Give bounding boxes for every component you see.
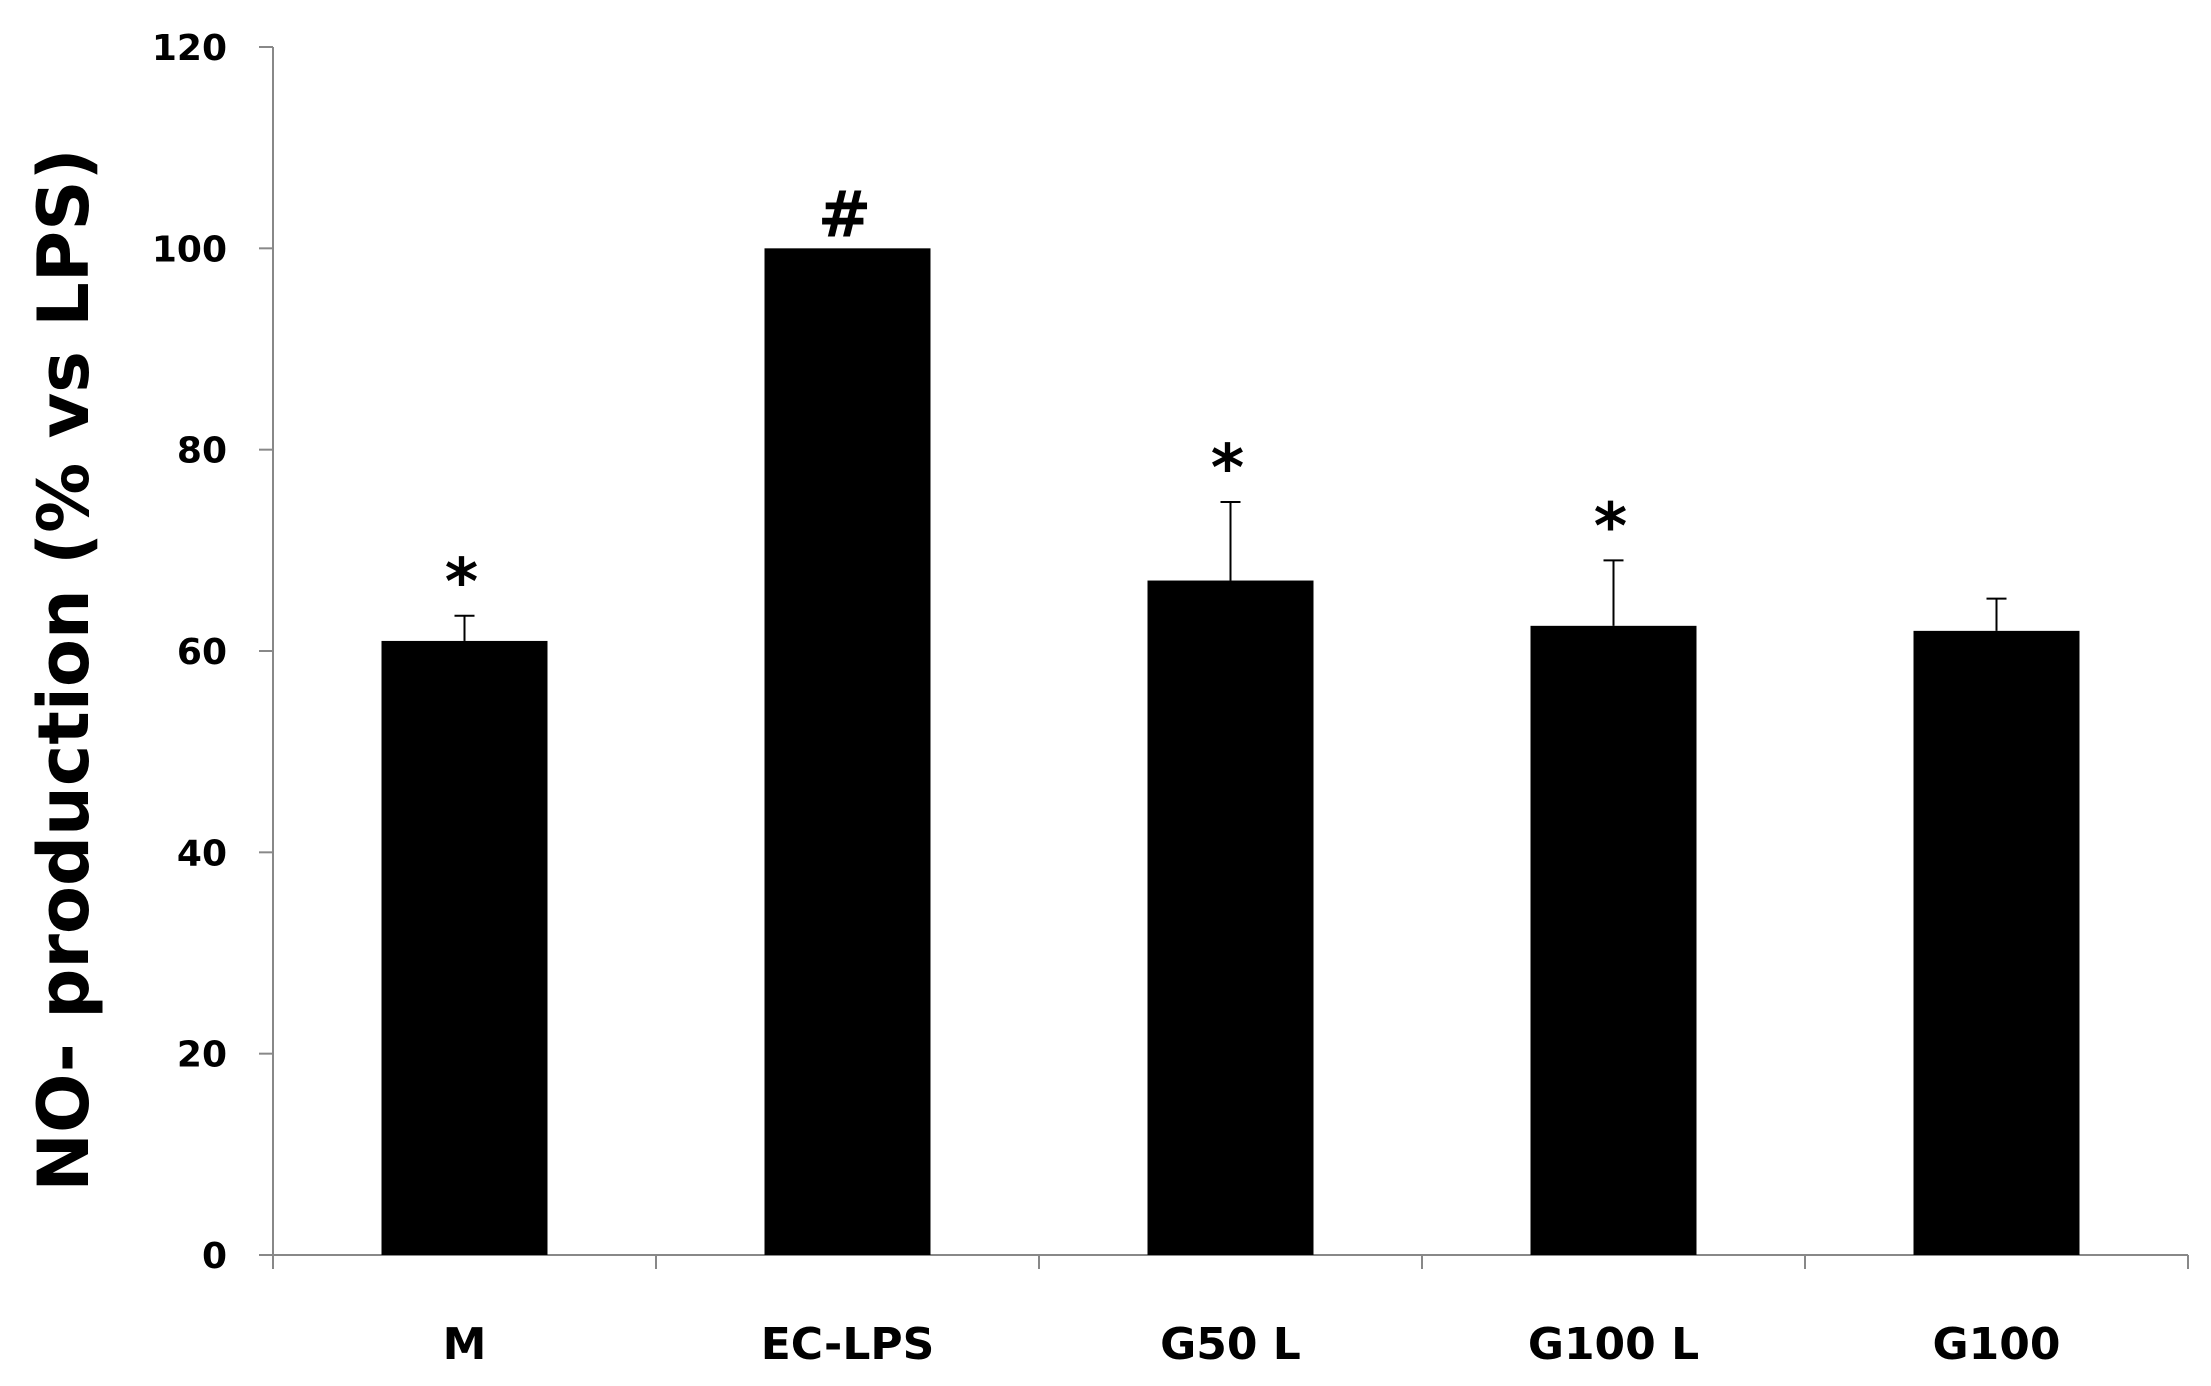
bars <box>381 248 2080 1256</box>
x-category-label: EC-LPS <box>761 1319 935 1370</box>
y-tick-label: 120 <box>152 28 227 69</box>
labels: 0 20 40 60 80 100 120 * M # EC-LPS * G50 L * G100 L G10… <box>152 28 2061 1370</box>
x-category-label: M <box>443 1319 487 1370</box>
y-axis-title: NO- production (% vs LPS) <box>23 148 105 1191</box>
bar <box>381 640 548 1255</box>
y-tick-label: 80 <box>177 431 227 472</box>
bar <box>764 248 931 1256</box>
bar <box>1913 630 2080 1255</box>
x-category-label: G50 L <box>1160 1319 1301 1370</box>
significance-marker: * <box>1211 432 1244 506</box>
y-tick-label: 60 <box>177 632 227 673</box>
bar <box>1530 625 1697 1255</box>
y-tick-label: 40 <box>177 833 227 874</box>
x-category-label: G100 L <box>1528 1319 1699 1370</box>
bar <box>1147 580 1314 1255</box>
significance-marker: * <box>1594 490 1627 564</box>
significance-marker: # <box>818 178 872 252</box>
y-tick-label: 100 <box>152 229 227 270</box>
y-tick-label: 20 <box>177 1035 227 1076</box>
x-category-label: G100 <box>1933 1319 2061 1370</box>
y-tick-label: 0 <box>202 1236 227 1277</box>
significance-marker: * <box>445 546 478 620</box>
